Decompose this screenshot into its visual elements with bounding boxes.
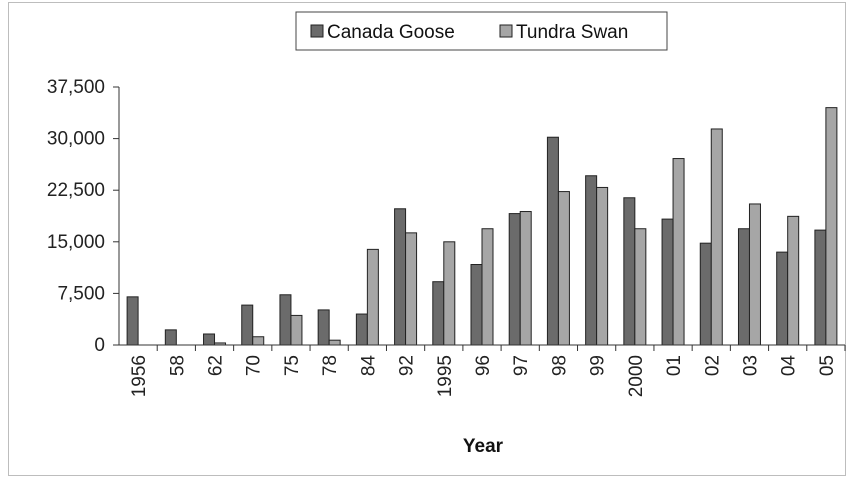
y-axis: 0 7,500 15,000 22,500 30,000 37,500: [47, 77, 120, 356]
x-tick-label: 1995: [435, 355, 456, 397]
bar-tundra-swan: [290, 314, 303, 346]
bar-tundra-swan: [252, 336, 265, 346]
y-tick-label: 22,500: [47, 180, 105, 201]
bar-canada-goose: [241, 304, 254, 346]
bar-canada-goose: [203, 333, 216, 346]
bar-tundra-swan: [405, 232, 418, 346]
x-tick-label: 1956: [129, 355, 150, 397]
y-tick-label: 0: [94, 335, 105, 356]
x-tick-label: 97: [511, 355, 532, 376]
bar-canada-goose: [814, 229, 827, 346]
bar-canada-goose: [355, 313, 368, 346]
bar-tundra-swan: [557, 191, 570, 346]
bar-tundra-swan: [596, 186, 609, 346]
bar-canada-goose: [317, 309, 330, 346]
x-tick-label: 58: [167, 355, 188, 376]
chart-frame: [8, 2, 846, 476]
bar-tundra-swan: [366, 248, 379, 346]
bar-tundra-swan: [443, 241, 456, 346]
x-tick-label: 03: [740, 355, 761, 376]
legend-label-canada-goose: Canada Goose: [327, 22, 455, 43]
x-tick-label: 78: [320, 355, 341, 376]
legend-swatch-tundra-swan: [499, 24, 513, 38]
bar-tundra-swan: [328, 339, 341, 346]
bar-canada-goose: [776, 251, 789, 346]
bar-canada-goose: [585, 175, 598, 346]
x-tick-label: 02: [702, 355, 723, 376]
y-tick-label: 30,000: [47, 129, 105, 150]
bar-canada-goose: [394, 208, 407, 346]
x-tick-label: 99: [588, 355, 609, 376]
x-tick-label: 84: [358, 355, 379, 377]
bar-canada-goose: [126, 296, 139, 346]
legend: Canada Goose Tundra Swan: [295, 11, 668, 51]
x-tick-label: 04: [779, 355, 800, 377]
legend-box: [295, 11, 668, 51]
bar-tundra-swan: [825, 107, 838, 346]
legend-swatch-canada-goose: [310, 24, 324, 38]
x-axis: 1956 58 62 70 75 78 84 92 1995 96 97 98 99 2000 01 02 03…: [119, 344, 846, 397]
bar-canada-goose: [546, 136, 559, 346]
bar-tundra-swan: [481, 228, 494, 346]
bar-tundra-swan: [519, 211, 532, 346]
bar-tundra-swan: [748, 203, 761, 346]
x-axis-title: Year: [463, 436, 504, 457]
x-tick-label: 96: [473, 355, 494, 376]
x-tick-label: 98: [549, 355, 570, 376]
bar-canada-goose: [699, 242, 712, 346]
bar-tundra-swan: [634, 228, 647, 346]
bar-tundra-swan: [672, 158, 685, 346]
x-tick-label: 62: [206, 355, 227, 376]
y-tick-label: 37,500: [47, 77, 105, 98]
bar-tundra-swan: [787, 215, 800, 346]
x-tick-label: 01: [664, 355, 685, 376]
x-tick-label: 2000: [626, 355, 647, 397]
bar-canada-goose: [508, 213, 521, 346]
x-tick-label: 05: [817, 355, 838, 376]
bars: [126, 107, 838, 346]
bar-tundra-swan: [710, 128, 723, 346]
legend-label-tundra-swan: Tundra Swan: [516, 22, 628, 43]
bar-canada-goose: [737, 228, 750, 346]
y-tick-label: 15,000: [47, 232, 105, 253]
bar-canada-goose: [279, 294, 292, 346]
x-tick-label: 75: [282, 355, 303, 376]
bar-canada-goose: [661, 218, 674, 346]
bar-canada-goose: [623, 197, 636, 346]
x-tick-label: 92: [397, 355, 418, 376]
y-tick-label: 7,500: [57, 283, 105, 304]
bar-canada-goose: [164, 329, 177, 346]
bar-canada-goose: [470, 264, 483, 346]
x-tick-label: 70: [244, 355, 265, 376]
bar-canada-goose: [432, 281, 445, 346]
